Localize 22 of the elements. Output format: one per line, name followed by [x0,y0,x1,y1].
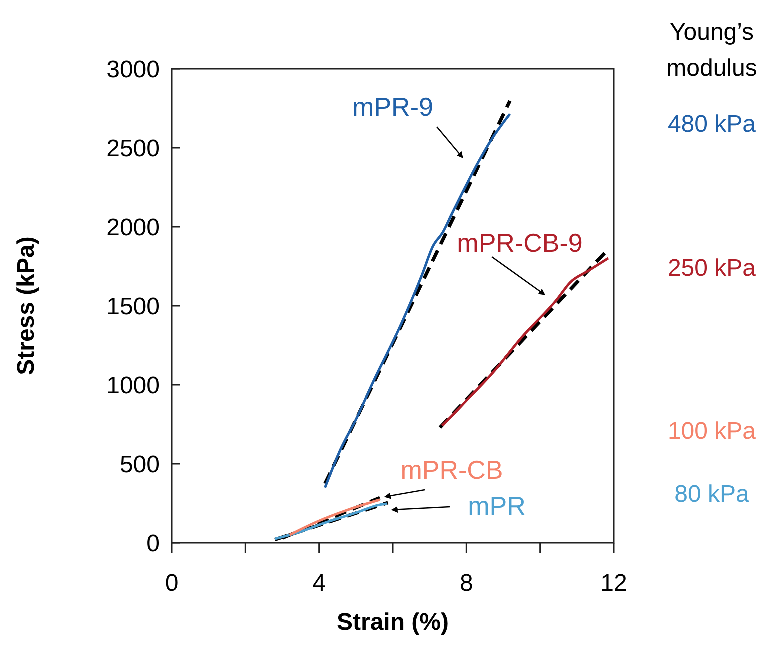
x-tick-label: 12 [600,570,628,597]
y-tick-label: 2500 [106,135,160,162]
text: mPR-9 [352,92,434,122]
text: mPR [468,491,526,521]
y-tick-label: 2000 [106,214,160,242]
text: 100 kPa [668,418,757,445]
x-tick-label: 0 [165,570,179,597]
x-tick-label: 8 [460,570,474,597]
text: Young’s modulus [666,19,758,82]
text: 480 kPa [668,111,757,138]
y-tick-label: 3000 [106,56,160,84]
text: 250 kPa [668,255,757,282]
y-tick-label: 0 [146,530,160,558]
x-tick-label: 4 [312,570,326,597]
text: 80 kPa [674,481,750,508]
series-label: mPR-CB-9 [457,228,583,258]
y-tick-label: 1000 [106,372,160,400]
x-axis-title: Strain (%) [336,609,450,636]
y-axis-title: Stress (kPa) [13,236,40,376]
series-label: mPR-CB [400,455,504,485]
y-tick-label: 1500 [106,293,160,320]
y-tick-label: 500 [120,451,160,478]
